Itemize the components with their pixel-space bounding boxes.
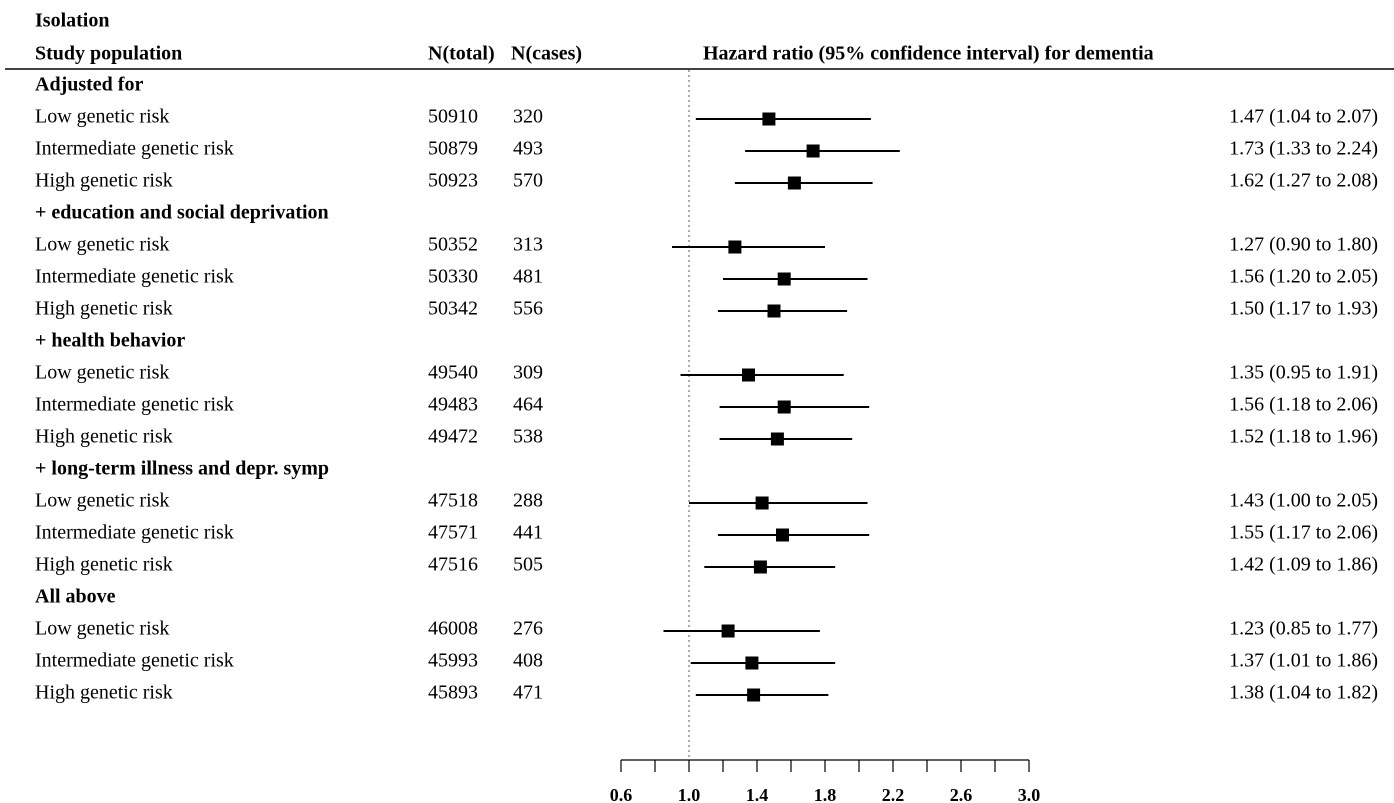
chart-title: Isolation (35, 10, 109, 32)
n-total: 47571 (428, 522, 478, 544)
row-label: High genetic risk (35, 682, 173, 704)
hr-marker (753, 560, 767, 574)
n-total: 50910 (428, 106, 478, 128)
hr-marker (762, 112, 776, 126)
row-label: Intermediate genetic risk (35, 138, 234, 160)
value-label: 1.62 (1.27 to 2.08) (1229, 170, 1378, 192)
value-label: 1.73 (1.33 to 2.24) (1229, 138, 1378, 160)
row-label: Low genetic risk (35, 106, 169, 128)
n-total: 47516 (428, 554, 478, 576)
n-total: 50330 (428, 266, 478, 288)
n-total: 50879 (428, 138, 478, 160)
row-label: Intermediate genetic risk (35, 650, 234, 672)
n-cases: 320 (513, 106, 543, 128)
row-label: High genetic risk (35, 298, 173, 320)
hr-marker (747, 688, 761, 702)
value-label: 1.42 (1.09 to 1.86) (1229, 554, 1378, 576)
group-label: + health behavior (35, 330, 185, 352)
n-cases: 276 (513, 618, 543, 640)
x-tick-label: 1.8 (814, 785, 837, 803)
x-tick-label: 1.4 (746, 785, 769, 803)
n-total: 49472 (428, 426, 478, 448)
group-label: + long-term illness and depr. symp (35, 458, 329, 480)
value-label: 1.55 (1.17 to 2.06) (1229, 522, 1378, 544)
n-cases: 556 (513, 298, 543, 320)
value-label: 1.47 (1.04 to 2.07) (1229, 106, 1378, 128)
hr-marker (767, 304, 781, 318)
n-total: 45893 (428, 682, 478, 704)
x-tick-label: 3.0 (1018, 785, 1041, 803)
x-tick-label: 1.0 (678, 785, 701, 803)
hr-marker (755, 496, 769, 510)
value-label: 1.52 (1.18 to 1.96) (1229, 426, 1378, 448)
row-label: High genetic risk (35, 426, 173, 448)
value-label: 1.50 (1.17 to 1.93) (1229, 298, 1378, 320)
row-label: Low genetic risk (35, 490, 169, 512)
value-label: 1.27 (0.90 to 1.80) (1229, 234, 1378, 256)
value-label: 1.56 (1.20 to 2.05) (1229, 266, 1378, 288)
hr-marker (770, 432, 784, 446)
row-label: Low genetic risk (35, 618, 169, 640)
x-tick-label: 0.6 (610, 785, 633, 803)
row-label: Intermediate genetic risk (35, 266, 234, 288)
column-header: Study population (35, 43, 182, 65)
n-total: 49483 (428, 394, 478, 416)
n-cases: 570 (513, 170, 543, 192)
row-label: High genetic risk (35, 554, 173, 576)
value-label: 1.23 (0.85 to 1.77) (1229, 618, 1378, 640)
hr-marker (777, 400, 791, 414)
value-label: 1.37 (1.01 to 1.86) (1229, 650, 1378, 672)
hr-marker (742, 368, 755, 382)
n-cases: 471 (513, 682, 543, 704)
value-label: 1.56 (1.18 to 2.06) (1229, 394, 1378, 416)
row-label: Intermediate genetic risk (35, 394, 234, 416)
hr-marker (776, 528, 789, 542)
n-total: 50352 (428, 234, 478, 256)
n-cases: 493 (513, 138, 543, 160)
n-cases: 408 (513, 650, 543, 672)
row-label: High genetic risk (35, 170, 173, 192)
n-total: 45993 (428, 650, 478, 672)
hr-marker (777, 272, 791, 286)
hr-marker (721, 624, 735, 638)
value-label: 1.43 (1.00 to 2.05) (1229, 490, 1378, 512)
n-cases: 288 (513, 490, 543, 512)
x-tick-label: 2.6 (950, 785, 973, 803)
value-label: 1.35 (0.95 to 1.91) (1229, 362, 1378, 384)
group-label: All above (35, 586, 116, 608)
n-total: 49540 (428, 362, 478, 384)
group-label: Adjusted for (35, 74, 143, 96)
n-cases: 464 (513, 394, 543, 416)
hr-marker (728, 240, 742, 254)
value-label: 1.38 (1.04 to 1.82) (1229, 682, 1378, 704)
hr-marker (806, 144, 820, 158)
n-cases: 481 (513, 266, 543, 288)
n-cases: 538 (513, 426, 543, 448)
column-header: N(cases) (511, 43, 582, 65)
x-tick-label: 2.2 (882, 785, 905, 803)
n-cases: 313 (513, 234, 543, 256)
n-total: 50923 (428, 170, 478, 192)
column-header: N(total) (428, 43, 495, 65)
n-total: 46008 (428, 618, 478, 640)
column-header: Hazard ratio (95% confidence interval) f… (703, 43, 1154, 65)
n-total: 50342 (428, 298, 478, 320)
n-total: 47518 (428, 490, 478, 512)
row-label: Low genetic risk (35, 234, 169, 256)
group-label: + education and social deprivation (35, 202, 329, 224)
hr-marker (745, 656, 759, 670)
n-cases: 505 (513, 554, 543, 576)
row-label: Low genetic risk (35, 362, 169, 384)
n-cases: 309 (513, 362, 543, 384)
n-cases: 441 (513, 522, 543, 544)
hr-marker (787, 176, 801, 190)
row-label: Intermediate genetic risk (35, 522, 234, 544)
